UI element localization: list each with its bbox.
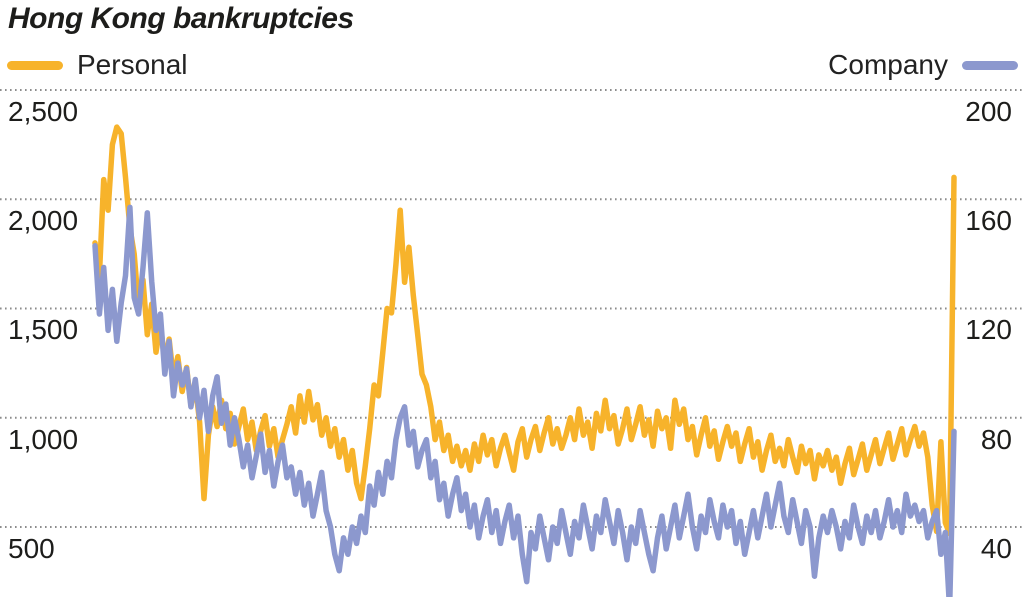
- y-tick-label-left: 2,000: [8, 205, 79, 236]
- y-tick-label-left: 1,500: [8, 314, 79, 345]
- y-tick-label-right: 40: [980, 533, 1012, 564]
- y-tick-label-right: 120: [965, 314, 1012, 345]
- company-legend-label: Company: [828, 49, 948, 80]
- company-line: [92, 204, 957, 597]
- personal-line: [92, 124, 957, 537]
- legend-personal: Personal: [7, 48, 188, 82]
- y-tick-label-left: 500: [8, 533, 55, 564]
- legend-company: Company: [828, 48, 1018, 82]
- y-tick-label-right: 160: [965, 205, 1012, 236]
- personal-legend-label: Personal: [77, 49, 188, 80]
- y-tick-label-right: 80: [980, 424, 1012, 455]
- y-tick-label-left: 1,000: [8, 424, 79, 455]
- gridlines: [0, 89, 1024, 528]
- personal-legend-swatch-icon: [7, 60, 63, 70]
- y-tick-label-left: 2,500: [8, 96, 79, 127]
- y-tick-label-right: 200: [965, 96, 1012, 127]
- chart-title: Hong Kong bankruptcies: [8, 2, 354, 35]
- company-legend-swatch-icon: [962, 60, 1018, 70]
